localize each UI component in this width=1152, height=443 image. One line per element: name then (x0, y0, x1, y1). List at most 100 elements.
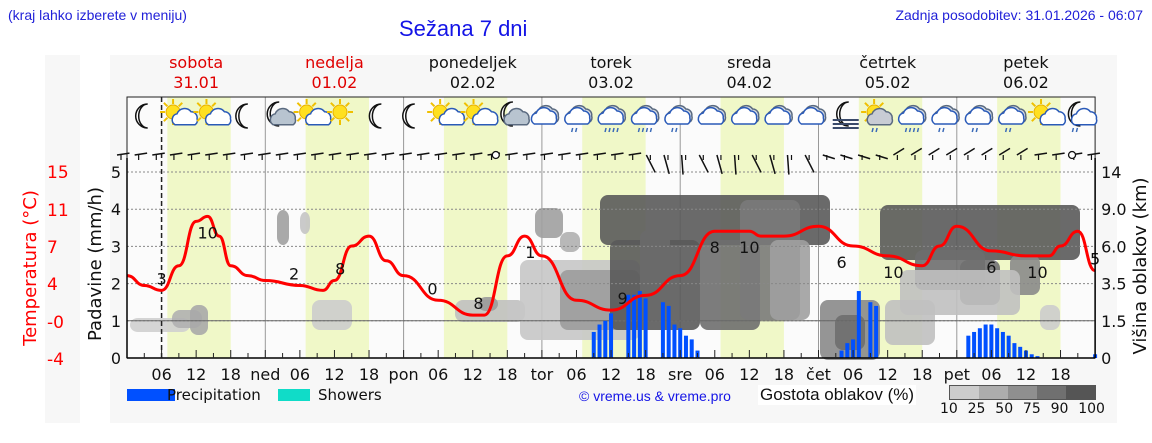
cloud-icon (564, 107, 591, 125)
temperature-value-label: 9 (617, 289, 627, 308)
cloud-blob (1040, 305, 1060, 330)
precipitation-bar (1029, 354, 1034, 358)
wind-barb-icon (222, 152, 236, 156)
cloud-icon (1070, 107, 1098, 126)
x-tick-label: 18 (359, 365, 379, 384)
wind-barb-icon (381, 152, 395, 156)
cloud-rain-heavy-icon (897, 105, 927, 133)
day-name: sreda (727, 53, 772, 72)
precipitation-bar (845, 343, 850, 358)
day-date: 06.02 (1003, 73, 1049, 92)
calm-wind-icon (1067, 150, 1077, 160)
temperature-value-label: 10 (1027, 263, 1047, 282)
wind-barb-icon (910, 147, 923, 156)
cloud-height-tick-label: 0 (1101, 349, 1111, 368)
cloud-density-ticks: 10 25 50 75 90 100 (940, 401, 1105, 417)
cloud-rain-icon (964, 105, 994, 133)
wind-barb-icon (575, 152, 589, 156)
rain-icon (1071, 127, 1075, 133)
wind-barb-icon (1034, 152, 1048, 156)
precipitation-swatch (127, 389, 175, 401)
wind-barb-icon (205, 152, 218, 156)
sun-cloud-icon (160, 99, 199, 126)
x-tick-label: 18 (497, 365, 517, 384)
wind-barb-icon (558, 152, 571, 156)
temperature-value-label: 8 (335, 260, 345, 279)
wind-barb-icon (769, 154, 776, 175)
cloud-icon (897, 107, 925, 125)
wind-barb-icon (875, 154, 888, 160)
cloud-density-label: Gostota oblakov (%) (758, 385, 917, 405)
cloud-icon (697, 105, 727, 125)
rain-icon (971, 127, 974, 133)
cloud-icon (530, 107, 558, 125)
cloud-density-layer (130, 195, 1080, 360)
cloud-height-tick-label: 3.5 (1101, 275, 1126, 294)
rain-icon (871, 127, 874, 133)
x-tick-label: pon (389, 365, 419, 384)
rain-icon (645, 127, 649, 133)
moon-icon (402, 103, 415, 129)
sun-ray-icon (178, 102, 183, 108)
rain-icon (912, 127, 916, 133)
copyright-link[interactable]: © vreme.us & vreme.pro (579, 388, 731, 404)
precipitation-bar (1006, 335, 1011, 358)
precipitation-bar (1018, 346, 1023, 358)
x-tick-label: 12 (1016, 365, 1036, 384)
x-tick-label: 18 (774, 365, 794, 384)
sun-cloud-icon (460, 99, 499, 126)
temperature-value-label: 10 (883, 263, 903, 282)
sun-ray-icon (211, 102, 217, 108)
cloud-icon (964, 107, 992, 125)
cloud-height-tick-label: 6.0 (1101, 237, 1126, 256)
moon-icon (402, 103, 415, 129)
x-tick-label: 06 (566, 365, 586, 384)
sun-ray-icon (1031, 116, 1037, 122)
temperature-value-label: 3 (156, 269, 166, 288)
day-name: petek (1003, 53, 1049, 72)
wind-barb-icon (363, 152, 377, 156)
cloud-icon (204, 107, 232, 126)
cloud-blob (640, 230, 670, 310)
cloud-icon (305, 107, 332, 126)
sun-ray-icon (1031, 102, 1037, 108)
rain-icon (616, 127, 619, 133)
page-title: Sežana 7 dni (399, 16, 528, 41)
wind-barbs (116, 147, 1101, 175)
wind-barb-icon (804, 154, 815, 173)
wind-barb-icon (505, 152, 518, 156)
wind-barb-icon (310, 152, 324, 156)
wind-barb-icon (663, 154, 670, 175)
cloud-blob (770, 240, 810, 320)
wind-barb-icon (680, 154, 684, 175)
precipitation-bar (1000, 331, 1005, 358)
wind-barb-icon (645, 154, 656, 173)
day-date: 02.02 (449, 73, 496, 92)
precipitation-bar (672, 324, 677, 358)
wind-barb-icon (716, 154, 723, 175)
precip-tick-label: 0 (111, 349, 121, 368)
rain-icon (574, 127, 578, 133)
wind-barb-icon (857, 154, 871, 160)
x-tick-label: 06 (981, 365, 1001, 384)
x-tick-label: tor (531, 365, 554, 384)
precip-tick-label: 5 (111, 163, 121, 182)
day-name: četrtek (859, 53, 917, 72)
wind-barb-icon (434, 152, 448, 156)
rain-icon (570, 127, 574, 133)
temperature-value-label: 10 (197, 223, 217, 242)
cloud-icon (664, 107, 691, 125)
wind-barb-icon (452, 152, 465, 156)
rain-icon (641, 127, 645, 133)
temperature-value-label: 8 (473, 294, 483, 313)
precipitation-bar (839, 350, 844, 358)
cloud-rain-icon (998, 105, 1027, 133)
precipitation-bar (597, 324, 602, 358)
sun-cloud-icon (427, 99, 466, 126)
cloud-height-axis-title: Višina oblakov (km) (1130, 177, 1151, 354)
temperature-value-label: 8 (710, 238, 720, 257)
x-tick-label: pet (944, 365, 970, 384)
wind-barb-icon (134, 152, 148, 156)
day-label: sobota 31.01 (127, 53, 265, 93)
temperature-value-label: 1 (525, 243, 535, 262)
